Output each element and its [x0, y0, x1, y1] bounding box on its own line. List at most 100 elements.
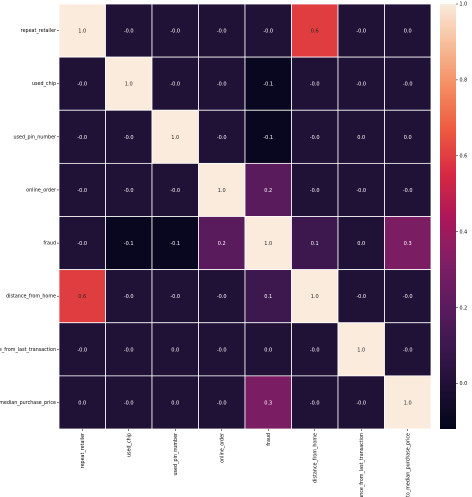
- cell-value-label: -0.0: [170, 29, 180, 35]
- heatmap-cell: [198, 216, 246, 271]
- heatmap-cell: [337, 322, 385, 377]
- heatmap-cell: [337, 269, 385, 324]
- heatmap-cells: [58, 3, 432, 430]
- heatmap-cell: [291, 3, 339, 58]
- cell-value-label: 0.3: [264, 400, 272, 406]
- cell-value-label: 0.0: [78, 400, 86, 406]
- heatmap-cell: [384, 375, 432, 430]
- heatmap-cell: [198, 109, 246, 164]
- y-tick-label: online_order: [26, 187, 56, 193]
- heatmap-cell: [244, 216, 292, 271]
- heatmap-cell: [291, 56, 339, 111]
- colorbar: 0.0 0.2 0.4 0.6 0.8 1.0: [440, 2, 467, 429]
- y-tick-label: distance_from_last_transaction: [0, 347, 56, 353]
- heatmap-cell: [105, 3, 153, 58]
- heatmap-cell: [384, 109, 432, 164]
- x-tick-label: distance_from_home: [312, 433, 318, 483]
- cell-value-label: 1.0: [357, 347, 365, 353]
- cell-value-label: -0.0: [217, 29, 227, 35]
- cell-value-label: 1.0: [218, 188, 226, 194]
- x-tick-labels: repeat_retailer used_chip used_pin_number o…: [80, 429, 411, 497]
- cell-value-label: -0.1: [124, 241, 134, 247]
- cell-value-label: -0.0: [77, 135, 87, 141]
- heatmap-cell: [384, 3, 432, 58]
- cell-value-label: -0.0: [77, 347, 87, 353]
- cell-value-label: -0.0: [356, 294, 366, 300]
- cell-value-label: 0.0: [171, 400, 179, 406]
- heatmap-cell: [58, 322, 106, 377]
- heatmap-cell: [244, 322, 292, 377]
- y-tick-label: ratio_to_median_purchase_price: [0, 400, 56, 406]
- cell-value-label: 0.6: [78, 294, 86, 300]
- cell-value-label: -0.0: [124, 29, 134, 35]
- cell-value-label: -0.0: [124, 188, 134, 194]
- cell-value-label: -0.0: [356, 188, 366, 194]
- heatmap-cell: [151, 109, 199, 164]
- cell-value-label: -0.0: [170, 188, 180, 194]
- x-tick-label: used_pin_number: [173, 433, 179, 475]
- cell-value-label: -0.0: [170, 294, 180, 300]
- heatmap-cell: [337, 162, 385, 217]
- cell-value-label: 1.0: [171, 135, 179, 141]
- cell-value-label: -0.0: [356, 82, 366, 88]
- cell-annotations: 1.0 -0.0 -0.0 -0.0 -0.0 0.6 -0.0 0.0 -0.0 1.0 -0.0…: [77, 29, 412, 407]
- colorbar-tick-label: 1.0: [460, 2, 468, 8]
- heatmap-cell: [244, 269, 292, 324]
- x-tick-label: distance_from_last_transaction: [359, 433, 365, 497]
- heatmap-cell: [151, 269, 199, 324]
- cell-value-label: -0.0: [217, 82, 227, 88]
- cell-value-label: 0.0: [264, 347, 272, 353]
- colorbar-tick-label: 0.8: [460, 78, 468, 84]
- heatmap-cell: [151, 162, 199, 217]
- cell-value-label: -0.0: [124, 347, 134, 353]
- cell-value-label: 1.0: [264, 241, 272, 247]
- heatmap-cell: [244, 375, 292, 430]
- colorbar-tick-label: 0.0: [460, 381, 468, 387]
- x-tick-label: repeat_retailer: [80, 433, 86, 468]
- y-tick-label: used_pin_number: [14, 134, 56, 140]
- y-tick-label: used_chip: [32, 81, 56, 87]
- cell-value-label: 1.0: [404, 400, 412, 406]
- heatmap-cell: [244, 109, 292, 164]
- cell-value-label: 1.0: [125, 82, 133, 88]
- heatmap-cell: [291, 322, 339, 377]
- cell-value-label: -0.0: [77, 241, 87, 247]
- cell-value-label: -0.0: [124, 294, 134, 300]
- heatmap-cell: [151, 3, 199, 58]
- y-tick-labels: repeat_retailer used_chip used_pin_numbero…: [0, 28, 59, 406]
- cell-value-label: -0.0: [263, 29, 273, 35]
- cell-value-label: 1.0: [78, 29, 86, 35]
- cell-value-label: 0.6: [311, 29, 319, 35]
- y-tick-label: fraud: [43, 241, 56, 247]
- heatmap-cell: [198, 56, 246, 111]
- heatmap-cell: [384, 216, 432, 271]
- x-tick-label: fraud: [266, 433, 272, 446]
- cell-value-label: -0.0: [77, 188, 87, 194]
- cell-value-label: -0.0: [217, 347, 227, 353]
- cell-value-label: -0.0: [310, 135, 320, 141]
- colorbar-gradient: [440, 4, 456, 429]
- heatmap-cell: [337, 216, 385, 271]
- cell-value-label: -0.0: [403, 82, 413, 88]
- heatmap-cell: [384, 322, 432, 377]
- heatmap-cell: [105, 56, 153, 111]
- heatmap-cell: [151, 375, 199, 430]
- x-tick-label: ratio_to_median_purchase_price: [405, 433, 411, 497]
- colorbar-tick-label: 0.2: [460, 305, 468, 311]
- heatmap-cell: [244, 162, 292, 217]
- heatmap-cell: [291, 269, 339, 324]
- cell-value-label: -0.0: [356, 400, 366, 406]
- heatmap-cell: [151, 322, 199, 377]
- heatmap-cell: [198, 162, 246, 217]
- cell-value-label: 0.1: [311, 241, 319, 247]
- heatmap-cell: [58, 162, 106, 217]
- cell-value-label: -0.0: [217, 135, 227, 141]
- cell-value-label: 0.0: [357, 135, 365, 141]
- cell-value-label: -0.0: [124, 400, 134, 406]
- x-tick-label: online_order: [219, 433, 225, 463]
- cell-value-label: -0.0: [403, 347, 413, 353]
- cell-value-label: 0.2: [218, 241, 226, 247]
- cell-value-label: -0.0: [77, 82, 87, 88]
- cell-value-label: -0.0: [356, 29, 366, 35]
- cell-value-label: -0.1: [263, 82, 273, 88]
